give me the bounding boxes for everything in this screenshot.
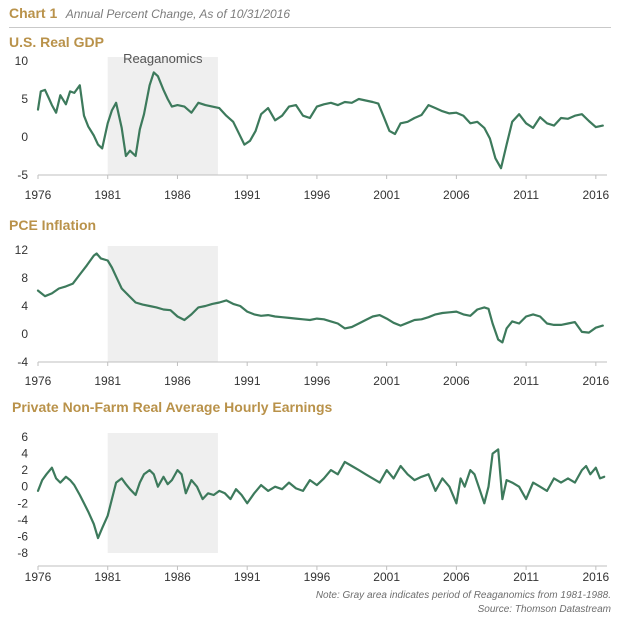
y-tick-label: -4: [17, 355, 28, 369]
x-tick-label: 2001: [373, 374, 400, 388]
y-tick-label: 6: [21, 430, 28, 444]
series-line-3: [36, 448, 606, 540]
x-tick-label: 1996: [304, 188, 331, 202]
y-tick-label: 12: [15, 243, 29, 257]
y-tick-label: 0: [21, 130, 28, 144]
y-tick-label: 4: [21, 299, 28, 313]
x-tick-label: 1976: [25, 188, 52, 202]
y-tick-label: 8: [21, 271, 28, 285]
x-tick-label: 1986: [164, 570, 191, 584]
y-tick-label: 5: [21, 92, 28, 106]
x-tick-label: 1981: [94, 188, 121, 202]
x-tick-label: 2016: [582, 570, 609, 584]
x-tick-label: 1996: [304, 570, 331, 584]
x-tick-label: 1981: [94, 570, 121, 584]
y-tick-label: -8: [17, 546, 28, 560]
x-tick-label: 2006: [443, 374, 470, 388]
x-tick-label: 2011: [513, 374, 539, 388]
x-tick-label: 2006: [443, 570, 470, 584]
panel-title-3: Private Non-Farm Real Average Hourly Ear…: [12, 399, 332, 415]
x-tick-label: 1991: [234, 188, 261, 202]
x-tick-label: 1996: [304, 374, 331, 388]
y-tick-label: 4: [21, 447, 28, 461]
x-tick-label: 2001: [373, 188, 400, 202]
x-tick-label: 2011: [513, 570, 539, 584]
shaded-region-1: [107, 57, 218, 175]
chart-header: Chart 1 Annual Percent Change, As of 10/…: [9, 5, 611, 28]
series-line-1: [36, 71, 604, 170]
y-tick-label: 0: [21, 327, 28, 341]
y-tick-label: -5: [17, 168, 28, 182]
x-tick-label: 2006: [443, 188, 470, 202]
chart-subtitle: Annual Percent Change, As of 10/31/2016: [65, 7, 291, 21]
x-tick-label: 1981: [94, 374, 121, 388]
chart-label: Chart 1: [9, 5, 58, 21]
x-tick-label: 1991: [234, 374, 261, 388]
panel-title-1: U.S. Real GDP: [9, 34, 104, 50]
y-tick-label: 10: [15, 54, 29, 68]
x-tick-label: 2011: [513, 188, 539, 202]
x-tick-label: 1986: [164, 374, 191, 388]
shaded-region-3: [107, 433, 218, 553]
y-tick-label: -6: [17, 529, 28, 543]
x-tick-label: 1991: [234, 570, 261, 584]
x-tick-label: 2016: [582, 188, 609, 202]
panel-title-2: PCE Inflation: [9, 217, 96, 233]
y-tick-label: -4: [17, 513, 28, 527]
y-tick-label: 2: [21, 463, 28, 477]
series-line-2: [36, 252, 604, 344]
y-tick-label: -2: [17, 496, 28, 510]
x-tick-label: 1976: [25, 570, 52, 584]
x-tick-label: 1976: [25, 374, 52, 388]
footer-source: Source: Thomson Datastream: [477, 604, 611, 615]
y-tick-label: 0: [21, 480, 28, 494]
footer-note: Note: Gray area indicates period of Reag…: [315, 590, 611, 601]
shaded-region-2: [107, 246, 218, 362]
x-tick-label: 1986: [164, 188, 191, 202]
x-tick-label: 2001: [373, 570, 400, 584]
x-tick-label: 2016: [582, 374, 609, 388]
shaded-region-label: Reaganomics: [123, 51, 203, 66]
